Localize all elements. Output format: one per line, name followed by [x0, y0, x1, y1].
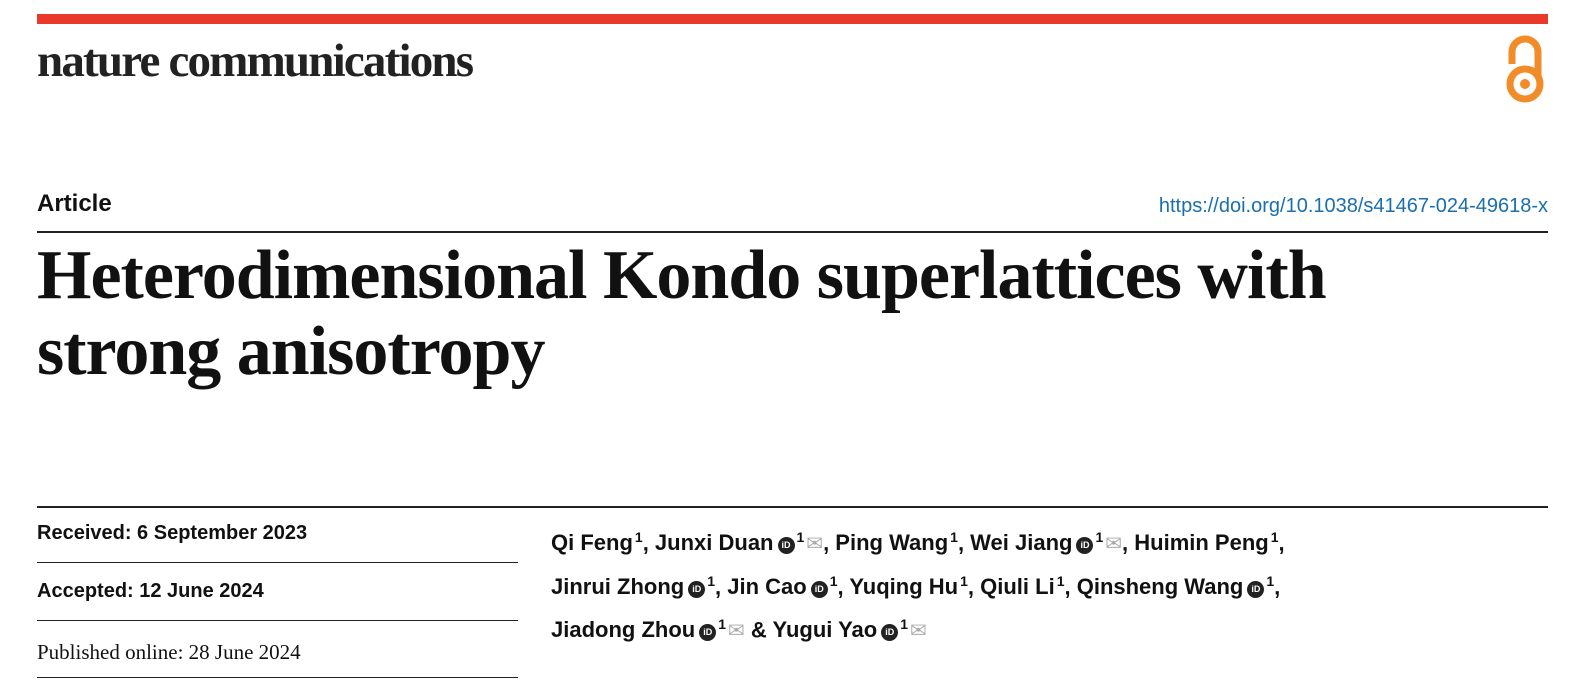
article-type: Article	[37, 190, 112, 217]
accepted-date: Accepted: 12 June 2024	[37, 580, 264, 602]
author[interactable]: Yuqing Hu 1	[849, 572, 968, 600]
author-name[interactable]: Jin Cao	[727, 574, 807, 600]
orcid-icon[interactable]: iD	[688, 581, 706, 599]
doi-link[interactable]: https://doi.org/10.1038/s41467-024-49618…	[1158, 195, 1548, 217]
separator: ,	[967, 574, 981, 600]
affiliation-number: 1	[1056, 572, 1065, 589]
received-date: Received: 6 September 2023	[37, 522, 308, 544]
author-name[interactable]: Ping Wang	[835, 530, 949, 556]
open-access-icon	[1506, 35, 1544, 103]
author-name[interactable]: Qi Feng	[551, 530, 633, 556]
affiliation-number: 1	[707, 572, 715, 589]
separator: ,	[715, 574, 728, 600]
author-name[interactable]: Qiuli Li	[980, 574, 1055, 600]
orcid-icon[interactable]: iD	[777, 537, 795, 555]
orcid-icon[interactable]: iD	[1247, 581, 1265, 599]
affiliation-number: 1	[1270, 529, 1279, 545]
author[interactable]: Qiuli Li 1	[980, 572, 1065, 600]
orcid-icon[interactable]: iD	[699, 623, 717, 641]
orcid-icon[interactable]: iD	[881, 623, 899, 641]
affiliation-number: 1	[950, 529, 958, 545]
title-line: Heterodimensional Kondo superlattices wi…	[37, 237, 1327, 314]
title-line: strong anisotropy	[37, 313, 545, 390]
author-name[interactable]: Junxi Duan	[654, 530, 774, 556]
separator: ,	[1064, 574, 1077, 600]
divider	[37, 231, 1548, 233]
journal-logo: nature communications	[37, 35, 474, 87]
author-name[interactable]: Yuqing Hu	[849, 574, 959, 600]
mail-icon[interactable]: ✉	[806, 533, 824, 556]
divider	[37, 677, 518, 678]
affiliation-number: 1	[718, 615, 726, 632]
author[interactable]: Qi Feng 1	[551, 529, 643, 556]
author[interactable]: Huimin Peng 1	[1134, 529, 1279, 556]
separator: &	[744, 616, 773, 642]
affiliation-number: 1	[1266, 572, 1275, 589]
mail-icon[interactable]: ✉	[1105, 533, 1123, 556]
affiliation-number: 1	[960, 572, 968, 589]
affiliation-number: 1	[796, 529, 805, 545]
author[interactable]: Yugui Yao iD1 ✉	[772, 615, 926, 642]
separator: ,	[1122, 530, 1135, 556]
separator: ,	[837, 574, 850, 600]
orcid-icon[interactable]: iD	[810, 581, 828, 599]
divider	[37, 620, 518, 621]
separator: ,	[1278, 530, 1285, 556]
affiliation-number: 1	[1095, 529, 1104, 545]
author[interactable]: Wei Jiang iD1 ✉	[970, 529, 1122, 556]
mail-icon[interactable]: ✉	[910, 619, 927, 642]
author-name[interactable]: Jinrui Zhong	[551, 574, 685, 600]
mail-icon[interactable]: ✉	[728, 619, 745, 642]
affiliation-number: 1	[634, 529, 643, 545]
author[interactable]: Qinsheng Wang iD1	[1076, 572, 1275, 600]
article-title: Heterodimensional Kondo superlattices wi…	[37, 238, 1557, 390]
author-name[interactable]: Huimin Peng	[1134, 530, 1269, 556]
author-name[interactable]: Yugui Yao	[772, 616, 878, 642]
separator: ,	[1274, 574, 1281, 600]
affiliation-number: 1	[900, 615, 909, 632]
author[interactable]: Jiadong Zhou iD1 ✉	[551, 615, 745, 642]
separator: ,	[957, 530, 971, 556]
separator: ,	[823, 530, 836, 556]
author-name[interactable]: Wei Jiang	[970, 530, 1073, 556]
orcid-icon[interactable]: iD	[1076, 537, 1094, 555]
author[interactable]: Junxi Duan iD1 ✉	[654, 529, 823, 556]
affiliation-number: 1	[829, 572, 838, 589]
published-date: Published online: 28 June 2024	[37, 640, 301, 664]
author-name[interactable]: Qinsheng Wang	[1076, 574, 1244, 600]
divider	[37, 562, 518, 563]
author-list: Qi Feng 1, Junxi Duan iD1 ✉, Ping Wang 1, We…	[551, 519, 1551, 649]
author-name[interactable]: Jiadong Zhou	[551, 616, 696, 642]
divider	[37, 506, 1548, 508]
author[interactable]: Jinrui Zhong iD1	[551, 572, 715, 600]
author[interactable]: Ping Wang 1	[835, 529, 958, 556]
separator: ,	[642, 530, 655, 556]
journal-accent-bar	[37, 14, 1548, 24]
author[interactable]: Jin Cao iD1	[727, 572, 838, 600]
